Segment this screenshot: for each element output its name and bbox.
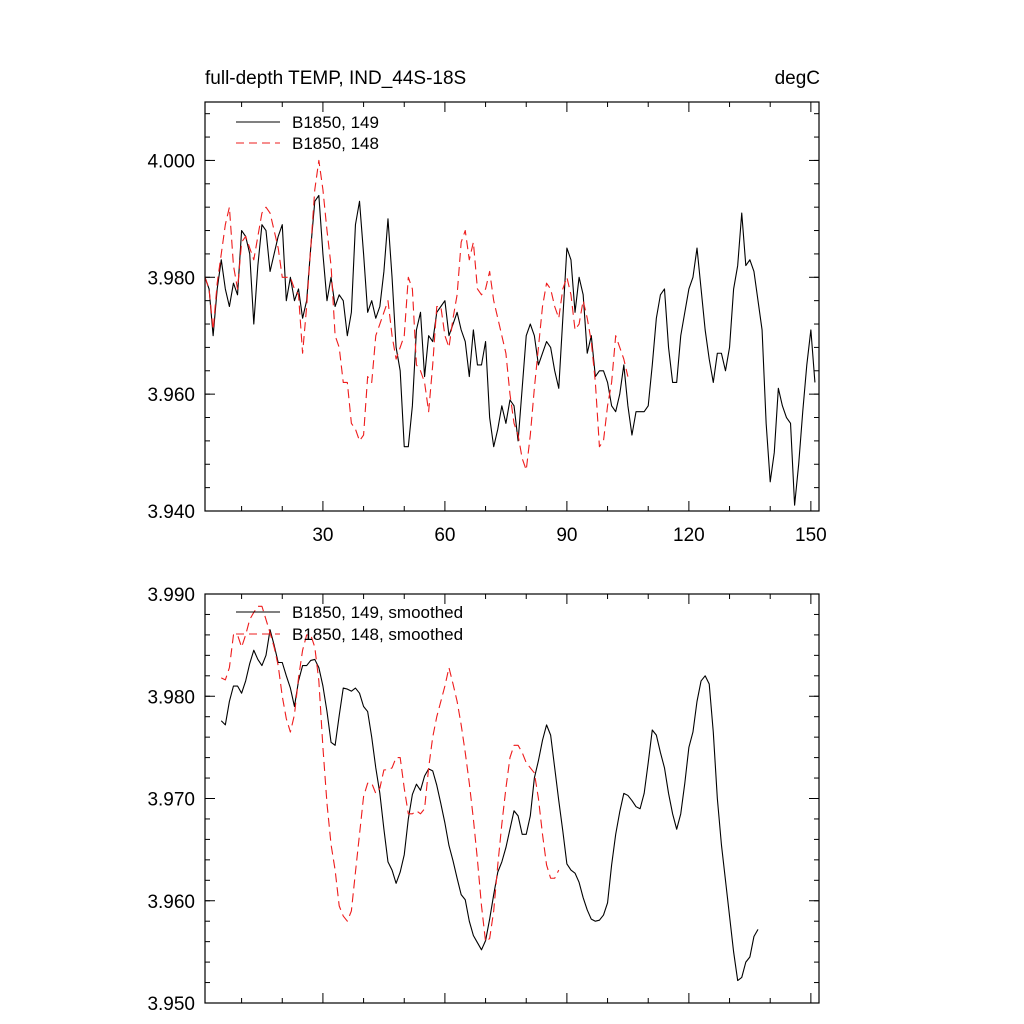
legend-label-148-smoothed: B1850, 148, smoothed: [292, 625, 463, 644]
top-y-tick-label: 4.000: [147, 151, 195, 172]
top-x-tick-label: 60: [434, 525, 455, 546]
top-chart-lines: [204, 159, 816, 506]
bottom-y-tick-label: 3.990: [147, 585, 195, 606]
bottom-y-tick-label: 3.980: [147, 687, 195, 708]
top-x-tick-label: 30: [312, 525, 333, 546]
top-chart-legend: B1850, 149 B1850, 148: [236, 113, 379, 153]
top-series-red-dashed-line: [204, 159, 629, 471]
top-chart-units: degC: [775, 68, 820, 89]
bottom-series-red-dashed-line: [221, 605, 560, 943]
bottom-series-black-solid-line: [220, 629, 759, 982]
top-y-tick-label: 3.980: [147, 268, 195, 289]
top-x-tick-label: 90: [556, 525, 577, 546]
legend-label-149-smoothed: B1850, 149, smoothed: [292, 603, 463, 622]
top-chart-frame: [204, 101, 820, 512]
top-chart-ticks: 30 60 90 120 150 3.940 3.960 3.980 4.000: [147, 102, 827, 546]
top-y-tick-label: 3.960: [147, 385, 195, 406]
top-chart-title: full-depth TEMP, IND_44S-18S: [205, 68, 466, 89]
top-x-tick-label: 150: [795, 525, 827, 546]
top-y-tick-label: 3.940: [147, 502, 195, 523]
legend-label-149: B1850, 149: [292, 113, 379, 132]
bottom-chart-legend: B1850, 149, smoothed B1850, 148, smoothe…: [236, 603, 463, 644]
bottom-y-tick-label: 3.970: [147, 790, 195, 811]
bottom-chart-frame: [204, 593, 820, 1004]
top-x-tick-label: 120: [673, 525, 705, 546]
bottom-chart-panel: 3.950 3.960 3.970 3.980 3.990 B1850, 149, sm…: [147, 585, 820, 1015]
legend-label-148: B1850, 148: [292, 134, 379, 153]
top-chart-panel: full-depth TEMP, IND_44S-18S degC 30 60 90…: [147, 68, 826, 546]
bottom-chart-lines: [220, 605, 759, 982]
bottom-y-tick-label: 3.950: [147, 994, 195, 1015]
bottom-y-tick-label: 3.960: [147, 892, 195, 913]
